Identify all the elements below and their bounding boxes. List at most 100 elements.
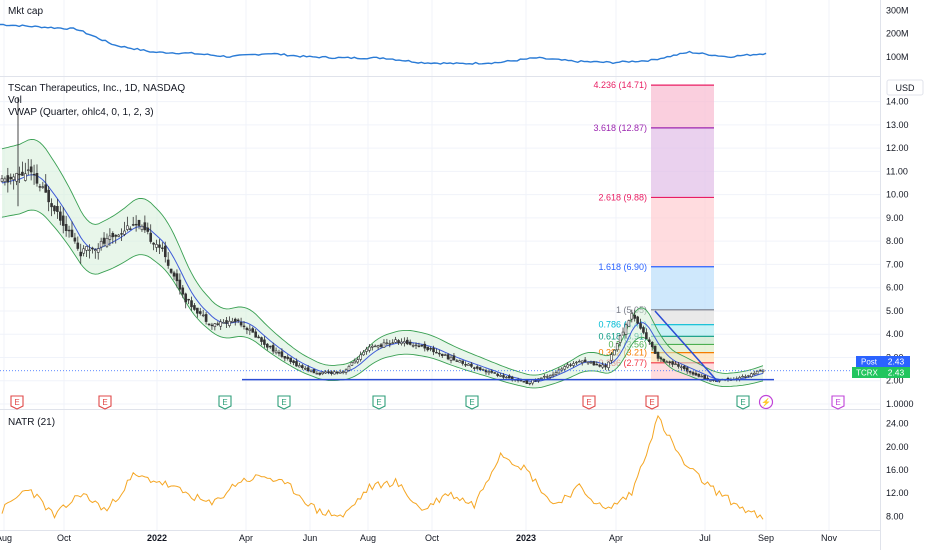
- downtrend-trendline[interactable]: [654, 310, 719, 383]
- candle-body: [161, 247, 164, 249]
- time-axis-label: Jul: [699, 533, 711, 543]
- time-axis[interactable]: Aug Oct 2022 Apr Jun Aug Oct 2023 Apr Jul Sep Nov: [0, 533, 837, 543]
- time-axis-label: Jun: [303, 533, 318, 543]
- earnings-marker[interactable]: E: [10, 395, 24, 410]
- candle-body: [420, 344, 424, 347]
- candle-body: [134, 223, 138, 226]
- candle-body: [578, 360, 581, 363]
- candle-body: [64, 224, 68, 231]
- candle-body: [575, 361, 578, 364]
- candle-body: [29, 166, 33, 173]
- ticker-tag-label: TCRX: [856, 369, 878, 378]
- candle-body: [88, 249, 91, 251]
- candle-body: [251, 328, 255, 333]
- candle-body: [163, 245, 167, 258]
- candle-body: [204, 314, 208, 322]
- market-cap-axis-label: 100M: [886, 52, 909, 62]
- candle-body: [508, 375, 511, 379]
- candle-body: [152, 242, 155, 245]
- natr-axis-label: 24.00: [886, 419, 909, 429]
- candle-body: [242, 325, 246, 328]
- symbol-title[interactable]: TScan Therapeutics, Inc., 1D, NASDAQ: [8, 83, 185, 94]
- candle-body: [703, 374, 706, 380]
- candle-body: [397, 340, 400, 344]
- candle-body: [569, 364, 572, 366]
- earnings-marker-label: E: [102, 398, 107, 407]
- candle-body: [210, 324, 214, 327]
- candle-body: [0, 178, 4, 182]
- candle-body: [181, 287, 185, 295]
- price-axis-label: 12.00: [886, 143, 909, 153]
- earnings-marker[interactable]: ⚡: [758, 394, 774, 410]
- ticker-price-tag: TCRX 2.43: [852, 367, 910, 378]
- vwap-band-fill: [2, 139, 763, 388]
- earnings-marker-label: E: [586, 398, 591, 407]
- candle-body: [554, 372, 558, 375]
- candle-body: [750, 373, 753, 377]
- earnings-marker-badge: [831, 395, 845, 410]
- candle-body: [248, 328, 252, 331]
- candle-body: [688, 370, 692, 373]
- candle-body: [222, 322, 225, 324]
- earnings-marker[interactable]: E: [465, 395, 479, 410]
- candle-body: [155, 244, 158, 248]
- price-axis-label: 6.00: [886, 283, 904, 293]
- earnings-marker[interactable]: E: [372, 395, 386, 410]
- natr-title[interactable]: NATR (21): [8, 417, 55, 428]
- candle-body: [96, 248, 100, 253]
- candle-body: [350, 362, 354, 366]
- candle-body: [128, 228, 132, 230]
- candle-body: [266, 343, 269, 348]
- earnings-marker[interactable]: E: [218, 395, 232, 410]
- candle-body: [70, 229, 74, 238]
- natr-axis-label: 12.00: [886, 488, 909, 498]
- candle-body: [417, 345, 421, 347]
- candle-body: [601, 364, 604, 368]
- earnings-marker[interactable]: E: [277, 395, 291, 410]
- earnings-marker[interactable]: E: [98, 395, 112, 410]
- candle-body: [583, 359, 587, 363]
- candle-body: [435, 351, 438, 354]
- ticker-tag-label-bg: [852, 367, 882, 378]
- time-axis-label: Nov: [821, 533, 838, 543]
- candle-body: [639, 323, 642, 329]
- candle-body: [449, 356, 453, 361]
- candle-body: [633, 314, 637, 319]
- candle-body: [327, 371, 330, 373]
- fib-level-label: 0.236 (2.77): [598, 358, 647, 368]
- candle-body: [41, 186, 45, 188]
- candle-body: [370, 345, 374, 348]
- vwap-line: [1, 174, 764, 382]
- earnings-marker[interactable]: E: [831, 395, 845, 410]
- candle-body: [645, 332, 648, 340]
- market-cap-line: [0, 23, 767, 65]
- candle-body: [391, 342, 395, 344]
- time-axis-label: Oct: [57, 533, 72, 543]
- candle-body: [566, 364, 569, 368]
- fib-zone: [651, 344, 714, 353]
- candle-body: [219, 321, 222, 327]
- earnings-marker[interactable]: E: [645, 395, 659, 410]
- earnings-marker[interactable]: E: [582, 395, 596, 410]
- candle-body: [303, 368, 307, 370]
- candle-body: [359, 354, 362, 360]
- candle-body: [452, 355, 456, 361]
- candle-body: [114, 234, 118, 237]
- candle-body: [146, 227, 150, 232]
- post-price-tag: Post 2.43: [856, 356, 910, 367]
- candle-body: [432, 348, 435, 353]
- market-cap-panel: [0, 23, 767, 65]
- currency-button[interactable]: [886, 79, 924, 96]
- earnings-marker[interactable]: E: [736, 395, 750, 410]
- candle-body: [572, 363, 575, 366]
- earnings-marker-badge: [10, 395, 24, 410]
- candle-body: [717, 380, 721, 382]
- candle-body: [123, 230, 126, 235]
- volume-indicator-label[interactable]: Vol: [8, 95, 22, 106]
- vwap-indicator-label[interactable]: VWAP (Quarter, ohlc4, 0, 1, 2, 3): [8, 107, 154, 118]
- candle-body: [53, 205, 56, 212]
- earnings-marker-label: E: [222, 398, 227, 407]
- candle-body: [172, 272, 176, 277]
- candle-body: [35, 173, 39, 184]
